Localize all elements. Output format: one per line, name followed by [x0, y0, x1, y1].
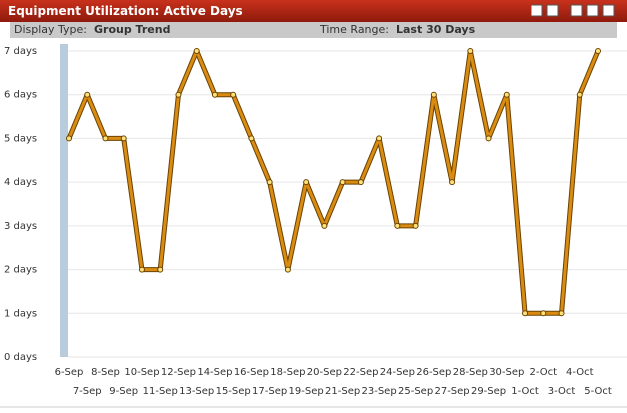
x-tick-label: 28-Sep [453, 367, 488, 378]
x-tick-label: 29-Sep [471, 386, 506, 397]
axis-band [60, 44, 68, 357]
edit-icon[interactable] [570, 4, 583, 17]
x-tick-label: 15-Sep [216, 386, 251, 397]
y-tick-label: 7 days [4, 46, 37, 57]
x-tick-label: 14-Sep [197, 367, 232, 378]
point [503, 91, 510, 98]
x-tick-label: 23-Sep [362, 386, 397, 397]
value: Group Trend [94, 23, 171, 36]
y-tick-label: 3 days [4, 221, 37, 232]
x-tick-label: 4-Oct [566, 367, 594, 378]
x-tick-label: 24-Sep [380, 367, 415, 378]
label: Time Range: [320, 23, 389, 36]
point [376, 135, 383, 142]
point [193, 48, 200, 54]
y-tick-label: 1 days [4, 308, 37, 319]
point [230, 91, 237, 98]
point [303, 179, 310, 186]
line [67, 49, 600, 315]
x-tick-label: 11-Sep [143, 386, 178, 397]
window-icons [531, 4, 615, 17]
x-tick-label: 27-Sep [434, 386, 469, 397]
x-tick-label: 8-Sep [91, 367, 120, 378]
x-tick-label: 5-Oct [584, 386, 612, 397]
y-tick-label: 4 days [4, 177, 37, 188]
point [467, 48, 474, 54]
point [576, 91, 583, 98]
x-tick-label: 21-Sep [325, 386, 360, 397]
widget-title: Equipment Utilization: Active Days [8, 4, 243, 18]
export-icon[interactable] [546, 4, 559, 17]
y-tick-label: 2 days [4, 265, 37, 276]
x-tick-label: 1-Oct [511, 386, 539, 397]
point [284, 266, 291, 273]
y-tick-label: 0 days [4, 352, 37, 363]
point [558, 310, 565, 317]
y-tick-label: 6 days [4, 90, 37, 101]
point [138, 266, 145, 273]
minimize-icon[interactable] [602, 4, 615, 17]
point [102, 135, 109, 142]
x-tick-label: 30-Sep [489, 367, 524, 378]
delete-icon[interactable] [586, 4, 599, 17]
point [522, 310, 529, 317]
time-range: Time Range: Last 30 Days [320, 22, 475, 38]
point [339, 179, 346, 186]
x-tick-label: 2-Oct [530, 367, 558, 378]
point [266, 179, 273, 186]
x-tick-label: 6-Sep [55, 367, 84, 378]
point [84, 91, 91, 98]
title-bar: Equipment Utilization: Active Days [0, 0, 627, 22]
x-tick-label: 17-Sep [252, 386, 287, 397]
x-tick-label: 20-Sep [307, 367, 342, 378]
point [449, 179, 456, 186]
x-tick-label: 18-Sep [270, 367, 305, 378]
point [394, 222, 401, 229]
point [211, 91, 218, 98]
value: Last 30 Days [396, 23, 476, 36]
toolbar: Display Type: Group Trend Time Range: La… [10, 22, 617, 38]
label: Display Type: [14, 23, 88, 36]
x-tick-label: 10-Sep [124, 367, 159, 378]
point [485, 135, 492, 142]
point [412, 222, 419, 229]
x-tick-label: 3-Oct [548, 386, 576, 397]
x-tick-label: 13-Sep [179, 386, 214, 397]
point [321, 222, 328, 229]
x-tick-label: 25-Sep [398, 386, 433, 397]
point [120, 135, 127, 142]
display-type: Display Type: Group Trend [14, 22, 170, 38]
x-tick-label: 9-Sep [109, 386, 138, 397]
x-tick-label: 22-Sep [343, 367, 378, 378]
point [175, 91, 182, 98]
point [66, 135, 72, 142]
x-tick-label: 26-Sep [416, 367, 451, 378]
point [595, 48, 601, 54]
x-tick-label: 7-Sep [73, 386, 102, 397]
x-tick-label: 16-Sep [234, 367, 269, 378]
point [157, 266, 164, 273]
grid-icon[interactable] [531, 4, 543, 17]
point [430, 91, 437, 98]
point [540, 310, 547, 317]
x-tick-label: 12-Sep [161, 367, 196, 378]
y-tick-label: 5 days [4, 133, 37, 144]
x-tick-label: 19-Sep [289, 386, 324, 397]
point [357, 179, 364, 186]
point [248, 135, 255, 142]
